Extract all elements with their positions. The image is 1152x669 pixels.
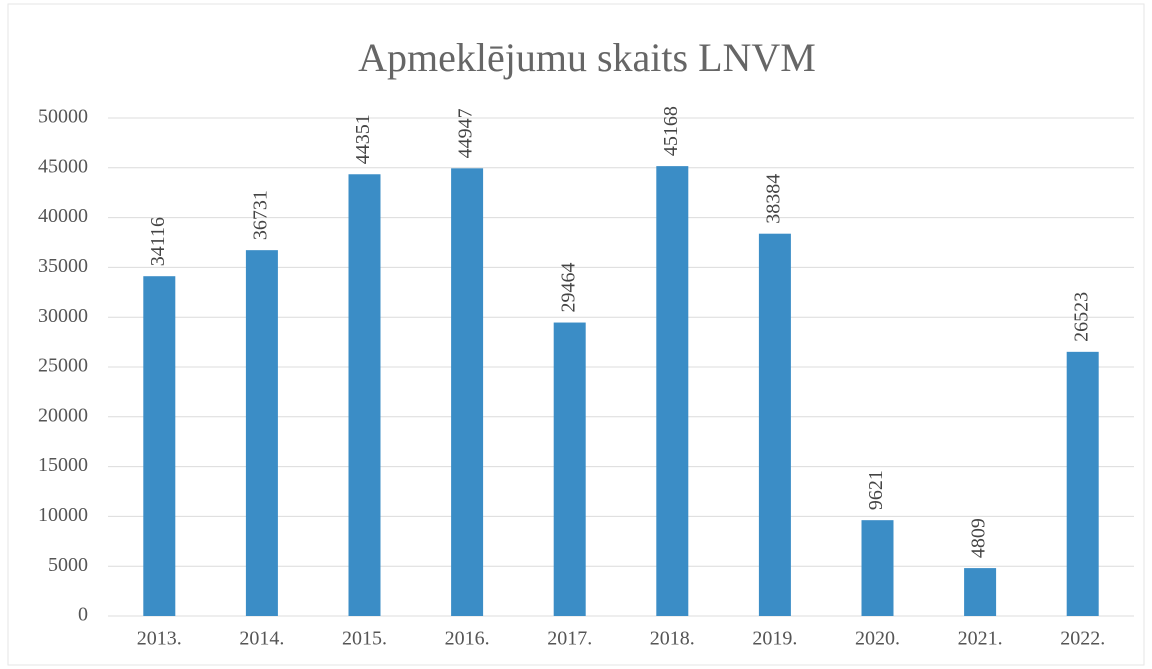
bar xyxy=(1066,351,1099,616)
chart-title: Apmeklējumu skaits LNVM xyxy=(358,35,816,80)
x-tick-label: 2022. xyxy=(1060,628,1105,650)
bar xyxy=(553,322,586,616)
y-tick-label: 10000 xyxy=(38,504,88,526)
bar xyxy=(143,276,176,616)
data-label: 26523 xyxy=(1070,292,1092,342)
y-tick-label: 5000 xyxy=(48,554,88,576)
data-label: 9621 xyxy=(865,470,887,510)
bar xyxy=(656,166,689,617)
x-tick-label: 2013. xyxy=(137,628,182,650)
y-tick-label: 40000 xyxy=(38,205,88,227)
y-tick-label: 15000 xyxy=(38,454,88,476)
y-tick-label: 50000 xyxy=(38,106,88,128)
data-label: 38384 xyxy=(762,174,784,224)
x-tick-label: 2020. xyxy=(855,628,900,650)
y-tick-label: 25000 xyxy=(38,355,88,377)
data-label: 44947 xyxy=(455,108,477,158)
x-tick-label: 2019. xyxy=(752,628,797,650)
x-tick-label: 2018. xyxy=(650,628,695,650)
x-tick-label: 2016. xyxy=(445,628,490,650)
bar xyxy=(758,233,791,616)
y-tick-label: 20000 xyxy=(38,404,88,426)
bar xyxy=(245,250,278,616)
data-label: 4809 xyxy=(968,518,990,558)
y-tick-label: 30000 xyxy=(38,305,88,327)
y-tick-label: 0 xyxy=(78,604,88,626)
data-label: 34116 xyxy=(147,217,169,266)
bar xyxy=(348,174,381,616)
data-label: 36731 xyxy=(249,190,271,240)
bar xyxy=(451,168,484,616)
x-tick-label: 2021. xyxy=(958,628,1003,650)
y-tick-label: 45000 xyxy=(38,155,88,177)
data-label: 44351 xyxy=(352,114,374,164)
data-label: 45168 xyxy=(660,106,682,156)
data-label: 29464 xyxy=(557,263,579,313)
x-tick-label: 2017. xyxy=(547,628,592,650)
bar xyxy=(861,520,894,616)
y-tick-label: 35000 xyxy=(38,255,88,277)
x-tick-label: 2015. xyxy=(342,628,387,650)
x-tick-label: 2014. xyxy=(239,628,284,650)
bar xyxy=(964,568,997,616)
